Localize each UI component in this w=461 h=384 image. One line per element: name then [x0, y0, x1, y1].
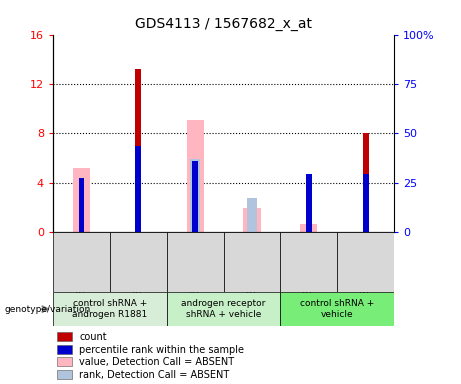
- Title: GDS4113 / 1567682_x_at: GDS4113 / 1567682_x_at: [135, 17, 312, 31]
- Bar: [53, 292, 167, 326]
- Bar: [136, 69, 141, 232]
- Bar: [337, 232, 394, 292]
- Bar: [187, 120, 204, 232]
- Bar: [110, 232, 167, 292]
- Bar: [57, 332, 72, 341]
- Text: percentile rank within the sample: percentile rank within the sample: [79, 345, 244, 355]
- Bar: [53, 232, 110, 292]
- Bar: [306, 174, 312, 232]
- Bar: [73, 168, 90, 232]
- Text: genotype/variation: genotype/variation: [5, 305, 91, 314]
- Bar: [243, 208, 260, 232]
- Bar: [280, 232, 337, 292]
- Bar: [224, 232, 280, 292]
- Bar: [78, 178, 84, 232]
- Bar: [136, 146, 141, 232]
- Bar: [167, 232, 224, 292]
- Text: rank, Detection Call = ABSENT: rank, Detection Call = ABSENT: [79, 370, 230, 380]
- Bar: [363, 174, 368, 232]
- Text: value, Detection Call = ABSENT: value, Detection Call = ABSENT: [79, 357, 235, 367]
- Text: control shRNA +
androgen R1881: control shRNA + androgen R1881: [72, 300, 148, 319]
- Bar: [247, 198, 257, 232]
- Text: count: count: [79, 332, 107, 342]
- Text: androgen receptor
shRNA + vehicle: androgen receptor shRNA + vehicle: [181, 300, 266, 319]
- Bar: [363, 134, 368, 232]
- Bar: [280, 292, 394, 326]
- Bar: [57, 370, 72, 379]
- Bar: [190, 159, 200, 232]
- Bar: [57, 357, 72, 366]
- Bar: [57, 345, 72, 354]
- Bar: [300, 223, 317, 232]
- Bar: [167, 292, 280, 326]
- Bar: [192, 161, 198, 232]
- Text: control shRNA +
vehicle: control shRNA + vehicle: [300, 300, 374, 319]
